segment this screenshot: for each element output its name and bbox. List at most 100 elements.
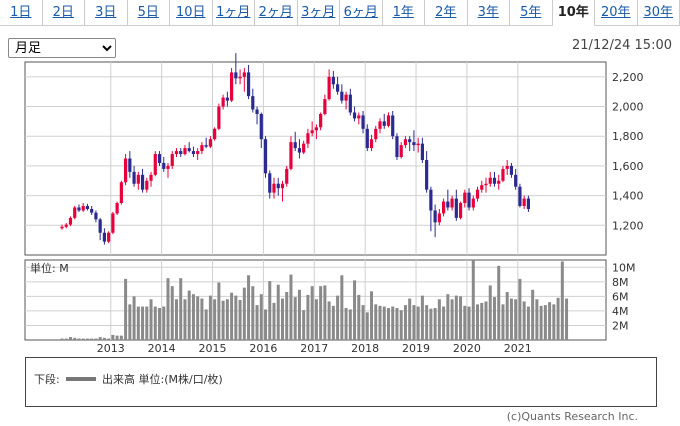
tab-1[interactable]: 2日 <box>42 0 85 26</box>
candle-up <box>369 139 374 149</box>
volume-bar <box>196 296 200 340</box>
candle-down <box>514 174 518 187</box>
volume-bar <box>535 299 539 340</box>
candle-down <box>509 165 514 175</box>
volume-bar <box>357 294 361 340</box>
candle-up <box>344 94 348 101</box>
candle-up <box>399 145 403 158</box>
volume-bar <box>230 292 234 340</box>
candle-up <box>289 142 293 169</box>
candle-up <box>323 99 327 114</box>
volume-bar <box>531 289 535 340</box>
tab-2[interactable]: 3日 <box>85 0 128 26</box>
timestamp: 21/12/24 15:00 <box>572 38 672 53</box>
volume-bar <box>314 299 318 340</box>
candle-up <box>145 180 149 190</box>
volume-bar <box>408 298 412 340</box>
volume-bar <box>145 306 149 340</box>
candle-down <box>395 136 399 158</box>
candle-down <box>331 76 335 85</box>
candle-down <box>297 148 302 153</box>
volume-bar <box>340 275 344 340</box>
candle-up <box>196 151 200 155</box>
candle-up <box>378 121 382 129</box>
candle-up <box>242 72 246 77</box>
volume-bar <box>327 301 331 340</box>
volume-bar <box>264 309 268 340</box>
volume-bar <box>302 310 306 340</box>
volume-bar <box>280 298 284 340</box>
volume-bar <box>259 294 263 340</box>
volume-bar <box>107 338 111 340</box>
volume-bar <box>217 282 221 340</box>
candle-down <box>259 113 263 140</box>
volume-bar <box>149 299 153 340</box>
tab-8[interactable]: 6ヶ月 <box>340 0 383 26</box>
volume-bar <box>514 299 518 340</box>
tab-3[interactable]: 5日 <box>127 0 170 26</box>
candle-down <box>246 72 251 97</box>
volume-bar <box>213 299 217 340</box>
tab-9[interactable]: 1年 <box>382 0 425 26</box>
price-tick-label: 2,200 <box>612 71 644 84</box>
price-chart: 2013 2014 2015 2016 2017 2018 2019 2020 2021 1,20… <box>24 53 644 355</box>
volume-bar <box>132 296 136 340</box>
candle-up <box>136 174 140 184</box>
volume-bar <box>480 302 484 340</box>
tab-0[interactable]: 1日 <box>0 0 43 26</box>
candle-up <box>450 198 454 208</box>
candle-up <box>374 128 378 140</box>
volume-bar <box>505 292 509 340</box>
candle-up <box>319 113 323 128</box>
candle-up <box>314 127 318 131</box>
candle-up <box>458 203 463 218</box>
volume-bar <box>552 304 556 340</box>
volume-bar <box>370 291 374 340</box>
candle-up <box>327 76 331 100</box>
candle-down <box>77 207 81 211</box>
volume-bar <box>102 337 106 340</box>
legend-swatch <box>66 377 96 381</box>
volume-bar <box>128 304 132 340</box>
tab-5[interactable]: 1ヶ月 <box>212 0 255 26</box>
volume-bar <box>204 309 208 340</box>
volume-bar <box>463 305 467 340</box>
candle-up <box>302 143 306 153</box>
tab-10[interactable]: 2年 <box>425 0 468 26</box>
candle-down <box>132 171 136 184</box>
volume-tick-label: 6M <box>612 290 629 303</box>
legend-text: 出来高 単位:(M株/口/枚) <box>102 373 223 386</box>
tab-13[interactable]: 10年 <box>552 0 595 26</box>
volume-bar <box>158 308 162 340</box>
candle-up <box>501 168 505 181</box>
tab-11[interactable]: 3年 <box>467 0 510 26</box>
candle-down <box>157 154 162 163</box>
tab-4[interactable]: 10日 <box>170 0 213 26</box>
candle-down <box>382 121 386 126</box>
volume-bar <box>429 308 433 340</box>
candle-up <box>463 192 467 204</box>
volume-bar <box>187 290 191 340</box>
volume-bar <box>539 305 543 340</box>
period-select[interactable]: 月足 <box>8 38 116 58</box>
tab-7[interactable]: 3ヶ月 <box>297 0 340 26</box>
volume-bar <box>348 309 352 340</box>
candle-up <box>442 201 446 214</box>
volume-bar <box>200 298 204 340</box>
volume-bar <box>488 285 492 340</box>
candle-down <box>128 158 132 172</box>
volume-bar <box>378 305 382 340</box>
candle-up <box>285 168 289 184</box>
volume-bar <box>242 287 246 340</box>
tab-12[interactable]: 5年 <box>510 0 553 26</box>
volume-bar <box>382 306 386 340</box>
volume-bar <box>124 278 128 340</box>
tab-14[interactable]: 20年 <box>595 0 638 26</box>
tab-6[interactable]: 2ヶ月 <box>255 0 298 26</box>
candle-down <box>204 145 208 147</box>
candle-up <box>310 130 314 134</box>
candle-up <box>488 177 492 184</box>
candle-down <box>255 109 259 114</box>
candle-up <box>471 198 475 208</box>
candle-up <box>111 213 115 233</box>
